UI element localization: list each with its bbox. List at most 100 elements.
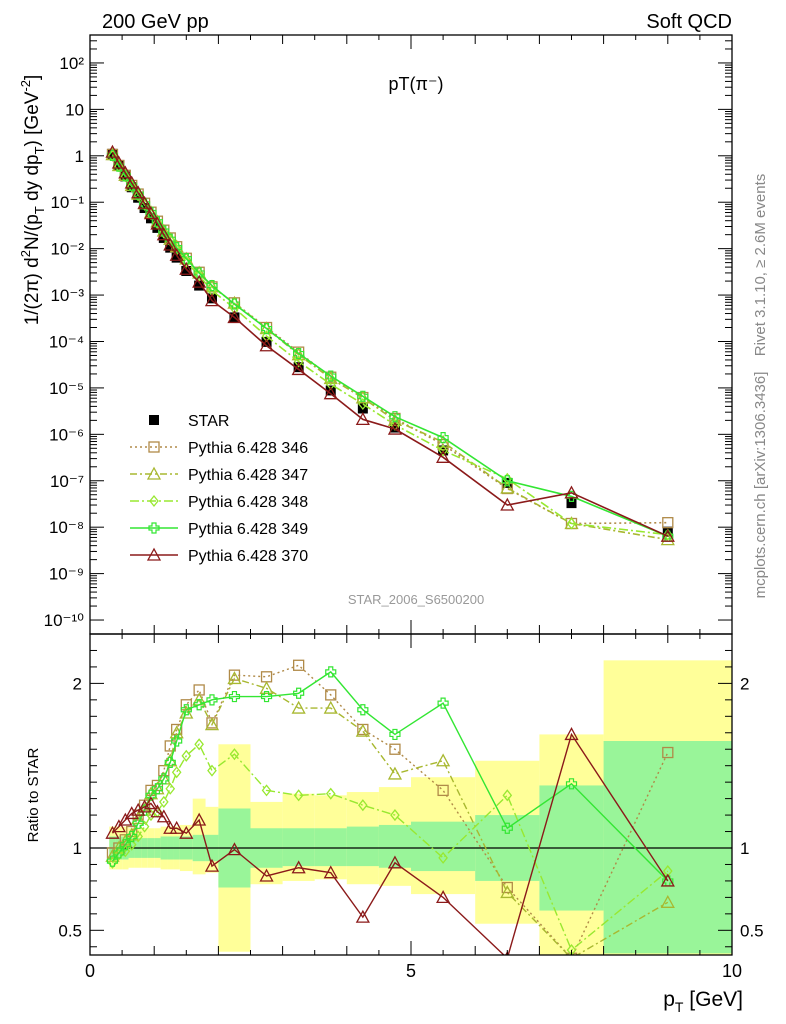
- data-point: [357, 390, 369, 402]
- ratio-tick-label: 2: [740, 674, 749, 693]
- data-point: [389, 728, 401, 741]
- data-point: [437, 432, 449, 444]
- data-point: [502, 789, 513, 802]
- series-line: [111, 670, 669, 882]
- data-point: [500, 497, 515, 511]
- data-point: [358, 799, 368, 812]
- data-point: [192, 812, 207, 826]
- legend-entry: Pythia 6.428 348: [130, 494, 308, 511]
- data-point: [436, 434, 451, 448]
- data-point: [436, 449, 451, 463]
- plot-title: pT(π⁻): [389, 74, 444, 94]
- uncertainty-bands: [109, 660, 732, 955]
- data-point: [126, 180, 137, 193]
- legend-marker: [149, 494, 159, 508]
- data-point: [291, 362, 306, 376]
- data-point: [389, 743, 401, 755]
- data-point: [206, 694, 218, 706]
- data-point: [660, 528, 675, 542]
- series-pythia-6-428-370: [105, 727, 675, 955]
- data-point: [143, 206, 159, 220]
- main-y-ticks: 10⁻¹⁰ 10⁻⁹ 10⁻⁸ 10⁻⁷ 10⁻⁶ 10⁻⁵ 10⁻⁴ 10⁻³ 10⁻² 10⁻…: [44, 34, 732, 630]
- data-point: [436, 753, 451, 767]
- legend-label: STAR: [188, 413, 229, 430]
- legend-label: Pythia 6.428 346: [188, 440, 308, 457]
- data-point: [105, 825, 120, 839]
- data-point: [156, 227, 171, 241]
- data-point: [120, 845, 131, 858]
- ratio-tick-label: 0.5: [740, 921, 764, 940]
- main-plot: 10⁻¹⁰ 10⁻⁹ 10⁻⁸ 10⁻⁷ 10⁻⁶ 10⁻⁵ 10⁻⁴ 10⁻³ 10⁻² 10⁻…: [44, 34, 733, 635]
- data-point: [118, 812, 133, 826]
- ratio-tick-label: 1: [73, 839, 82, 858]
- data-point: [126, 179, 138, 192]
- data-point: [437, 784, 449, 797]
- data-point: [293, 687, 305, 699]
- x-tick-label: 0: [85, 961, 95, 981]
- data-point: [662, 746, 674, 759]
- series-line: [111, 155, 668, 536]
- y-tick-label: 10: [65, 100, 84, 119]
- y-tick-label: 10⁻⁴: [49, 332, 84, 351]
- data-point: [438, 851, 448, 864]
- data-point: [156, 809, 171, 823]
- series-pythia-6-428-347: [105, 147, 675, 546]
- data-point: [113, 160, 125, 172]
- data-point: [293, 347, 305, 360]
- series-pythia-6-428-370: [105, 144, 675, 542]
- legend-marker: [146, 466, 162, 480]
- data-point: [357, 704, 369, 716]
- data-point: [206, 293, 217, 304]
- data-point: [132, 817, 144, 829]
- data-point: [228, 690, 241, 703]
- data-point: [171, 735, 183, 747]
- data-point: [564, 485, 579, 499]
- y-tick-label: 10⁻⁹: [49, 565, 84, 584]
- data-point: [150, 216, 165, 230]
- data-point: [165, 242, 176, 253]
- data-point: [325, 689, 337, 701]
- data-point: [501, 475, 513, 487]
- data-point: [207, 764, 217, 777]
- data-point: [261, 784, 272, 797]
- ratio-plot: 0 5 10 0.5 0.5 1 1 2 2: [58, 35, 764, 981]
- x-tick-label: 5: [406, 961, 416, 981]
- data-point: [390, 809, 400, 822]
- x-axis-title: pT [GeV]: [663, 988, 743, 1015]
- data-point: [259, 868, 274, 882]
- data-point: [194, 738, 204, 751]
- data-point: [179, 705, 194, 719]
- legend-marker: [146, 547, 162, 561]
- data-point: [151, 783, 164, 795]
- y-tick-label: 10²: [59, 54, 84, 73]
- y-tick-label: 10⁻¹⁰: [44, 611, 85, 630]
- data-point: [227, 842, 242, 856]
- legend-label: Pythia 6.428 370: [188, 548, 308, 565]
- data-point: [227, 310, 242, 324]
- y-tick-label: 1: [75, 147, 84, 166]
- data-point: [325, 370, 337, 382]
- data-point: [111, 819, 126, 833]
- svg-text:1/(2π) d2N/(pT dy dpT) [GeV-2]: 1/(2π) d2N/(pT dy dpT) [GeV-2]: [18, 75, 47, 326]
- data-point: [181, 265, 192, 276]
- data-point: [105, 144, 120, 158]
- data-point: [181, 749, 192, 762]
- data-point: [194, 280, 205, 291]
- data-point: [151, 779, 164, 792]
- data-point: [204, 293, 220, 307]
- legend-label: Pythia 6.428 349: [188, 521, 308, 538]
- data-point: [389, 411, 401, 423]
- data-point: [165, 782, 176, 795]
- legend-marker: [148, 522, 160, 534]
- data-point: [107, 856, 118, 869]
- category-label: Soft QCD: [646, 11, 732, 33]
- data-point: [355, 412, 370, 426]
- data-point: [325, 666, 337, 678]
- data-point: [229, 748, 240, 761]
- band-inner: [346, 826, 379, 867]
- ratio-tick-label: 0.5: [58, 921, 82, 940]
- energy-label: 200 GeV pp: [102, 11, 209, 33]
- data-point: [325, 378, 336, 391]
- data-point: [137, 195, 152, 209]
- data-point: [292, 659, 305, 671]
